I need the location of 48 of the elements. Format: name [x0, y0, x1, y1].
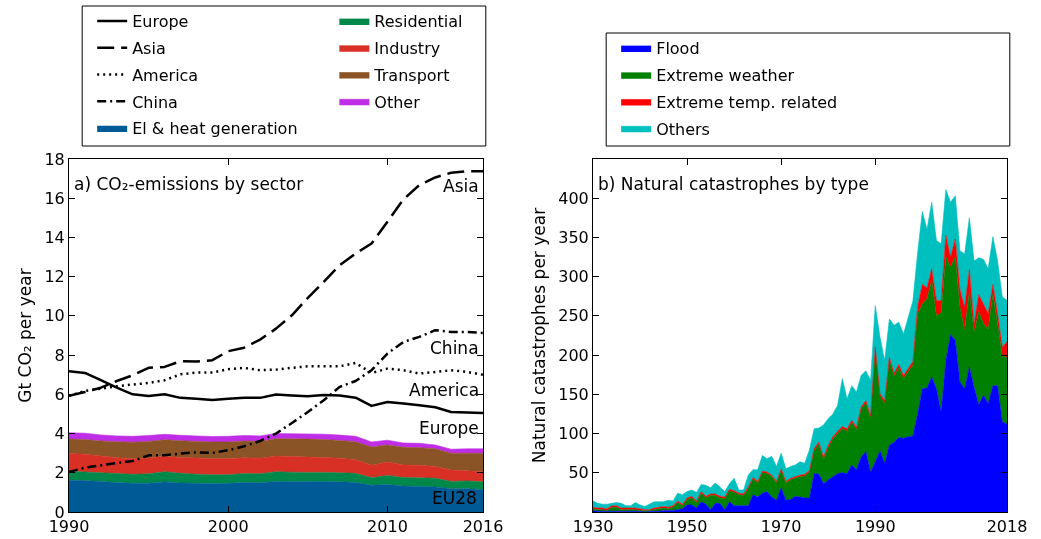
y-tick-label: 100: [558, 424, 589, 444]
text: China: [430, 338, 479, 358]
legend-label: Flood: [656, 39, 700, 59]
annotation: EU28: [432, 488, 477, 508]
y-tick-label: 300: [558, 267, 589, 287]
legend-label: Industry: [374, 38, 441, 58]
y-tick-label: 200: [558, 345, 589, 365]
y-tick-label: 6: [54, 384, 65, 404]
text: Asia: [443, 176, 479, 196]
x-tick-label: 1990: [854, 517, 896, 537]
legend-label: Transport: [373, 65, 450, 85]
x-tick-label: 2000: [207, 517, 249, 537]
x-tick-label: 1930: [572, 517, 614, 537]
legend-label: El & heat generation: [132, 119, 298, 139]
y-tick-label: 250: [558, 306, 589, 326]
y-axis-title: Natural catastrophes per year: [528, 207, 549, 464]
legend-label: Asia: [132, 38, 166, 58]
legend-label: Other: [374, 92, 421, 112]
legend-label: China: [132, 92, 178, 112]
text: a) CO₂-emissions by sector: [74, 174, 304, 194]
y-tick-label: 18: [44, 149, 65, 169]
x-tick-label: 1970: [760, 517, 802, 537]
y-tick-label: 50: [568, 463, 589, 483]
y-tick-label: 12: [44, 267, 65, 287]
x-tick-label: 1990: [48, 517, 90, 537]
legend-label: America: [132, 65, 199, 85]
y-tick-label: 2: [54, 463, 65, 483]
x-tick-label: 2016: [462, 517, 504, 537]
y-tick-label: 16: [44, 188, 65, 208]
y-tick-label: 4: [54, 424, 65, 444]
text: America: [409, 380, 480, 400]
legend-label: Others: [656, 119, 710, 139]
x-tick-label: 2010: [367, 517, 408, 537]
legend-label: Residential: [374, 12, 463, 32]
y-tick-label: 400: [558, 188, 589, 208]
y-tick-label: 8: [54, 345, 65, 365]
text: b) Natural catastrophes by type: [598, 174, 869, 194]
text: Europe: [419, 418, 479, 438]
x-tick-label: 2018: [986, 517, 1028, 537]
legend-label: Extreme temp. related: [656, 92, 838, 112]
legend-label: Europe: [132, 12, 189, 32]
y-tick-label: 14: [44, 228, 65, 248]
y-tick-label: 350: [558, 228, 589, 248]
y-tick-label: 150: [558, 384, 589, 404]
y-axis-title: Gt CO₂ per year: [14, 268, 35, 403]
y-tick-label: 10: [44, 306, 65, 326]
x-tick-label: 1950: [666, 517, 708, 537]
legend-label: Extreme weather: [656, 65, 795, 85]
